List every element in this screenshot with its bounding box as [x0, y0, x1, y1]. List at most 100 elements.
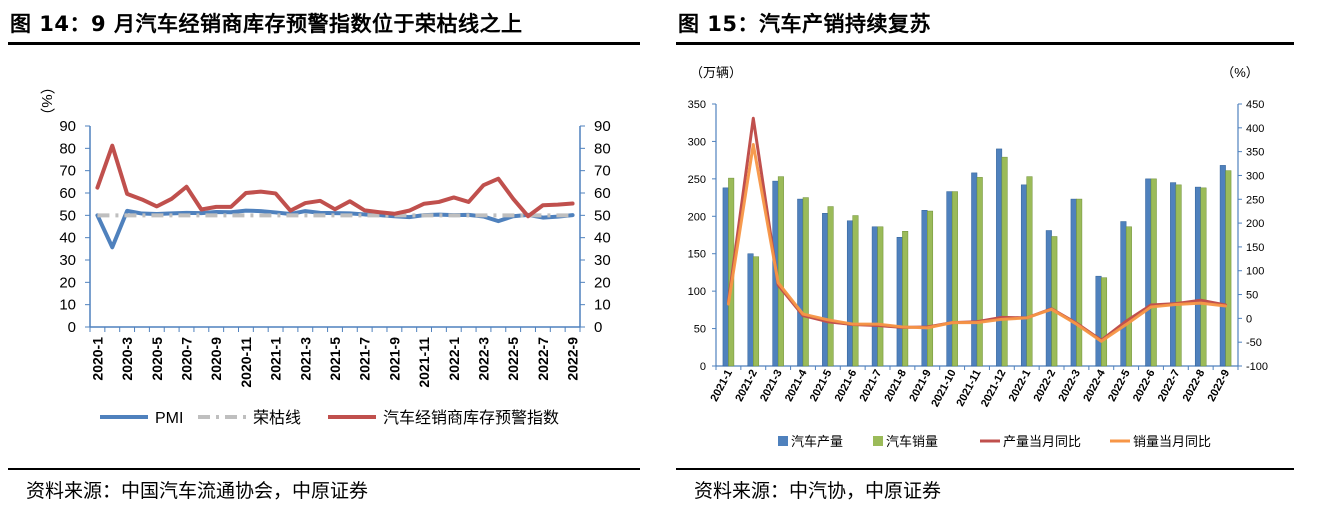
legend-label: 销量当月同比: [1133, 434, 1211, 449]
legend-label: 产量当月同比: [1003, 434, 1081, 449]
right-tick-label: 80: [594, 140, 611, 157]
bar-1: [951, 191, 958, 367]
x-tick-label: 2021-4: [783, 367, 810, 404]
bar-0: [921, 210, 928, 367]
bar-0: [722, 187, 729, 367]
x-tick-label: 2022-9: [565, 337, 581, 381]
x-tick-label: 2020-11: [238, 337, 254, 388]
x-tick-label: 2022-3: [1056, 368, 1083, 404]
figure-14-chart: （%） 0 0 10 10 20 20 30 30 40 40 50 50 60 60 70 70 80 80 90 9…: [38, 79, 611, 427]
y-unit-label: （%）: [38, 79, 55, 122]
x-tick-label: 2020-9: [208, 337, 224, 381]
legend-label: 荣枯线: [253, 409, 301, 427]
bar-1: [976, 177, 983, 367]
bar-1: [1150, 178, 1157, 367]
bar-1: [1200, 187, 1207, 367]
left-tick-label: 300: [688, 136, 706, 148]
right-tick-label: 40: [594, 230, 611, 247]
right-tick-label: 20: [594, 274, 611, 291]
bar-0: [1095, 275, 1102, 367]
figure-14-top-rule: [8, 42, 640, 45]
bar-1: [1225, 170, 1232, 367]
right-tick-label: 400: [1246, 123, 1264, 135]
x-tick-label: 2021-9: [907, 368, 934, 404]
bar-0: [1020, 184, 1027, 367]
left-tick-label: 0: [68, 319, 76, 336]
x-tick-label: 2021-5: [808, 368, 835, 404]
right-tick-label: 150: [1246, 242, 1264, 254]
bar-0: [1070, 198, 1077, 367]
bar-0: [747, 253, 754, 367]
bar-0: [1219, 165, 1226, 367]
right-tick-label: 50: [1246, 290, 1258, 302]
right-tick-label: 50: [594, 207, 611, 224]
series-line-2: [95, 143, 575, 219]
left-tick-label: 50: [59, 207, 76, 224]
bar-0: [996, 148, 1003, 367]
x-tick-label: 2022-6: [1131, 368, 1158, 404]
bar-0: [971, 172, 978, 367]
right-tick-label: 0: [1246, 313, 1252, 325]
bar-1: [802, 197, 809, 367]
x-tick-label: 2020-7: [179, 337, 195, 381]
bar-1: [777, 176, 784, 367]
x-tick-label: 2021-3: [758, 368, 785, 404]
bar-1: [1001, 156, 1008, 367]
x-tick-label: 2022-1: [1007, 368, 1034, 404]
left-tick-label: 150: [688, 249, 706, 261]
bar-0: [1045, 230, 1052, 367]
x-tick-label: 2022-8: [1181, 368, 1208, 404]
left-tick-label: 0: [700, 361, 706, 373]
x-tick-label: 2021-1: [268, 337, 284, 381]
left-tick-label: 50: [694, 324, 706, 336]
x-tick-label: 2022-2: [1032, 368, 1059, 404]
bar-0: [846, 220, 853, 367]
figure-15-panel: 图 15：汽车产销持续复苏 （万辆） （%） 0 50 100 150 200 250 300 3…: [668, 0, 1320, 514]
right-tick-label: 350: [1246, 147, 1264, 159]
left-tick-label: 350: [688, 99, 706, 111]
bar-1: [927, 210, 934, 367]
right-tick-label: 90: [594, 118, 611, 135]
bar-0: [896, 236, 903, 367]
bar-0: [871, 226, 878, 367]
legend-label: 汽车销量: [886, 434, 938, 449]
x-tick-label: 2021-9: [386, 337, 402, 381]
legend-label: 汽车产量: [791, 434, 843, 449]
x-tick-label: 2022-4: [1081, 367, 1108, 404]
bar-1: [1076, 198, 1083, 367]
x-tick-label: 2021-8: [882, 368, 909, 404]
series-line-0: [95, 208, 575, 250]
x-tick-label: 2022-5: [505, 337, 521, 381]
left-tick-label: 10: [59, 297, 76, 314]
x-tick-label: 2021-7: [357, 337, 373, 381]
x-tick-label: 2021-2: [733, 368, 760, 404]
figure-15-top-rule: [676, 42, 1294, 45]
right-tick-label: 10: [594, 297, 611, 314]
right-tick-label: 200: [1246, 218, 1264, 230]
right-tick-label: 450: [1246, 99, 1264, 111]
figure-14-source: 资料来源：中国汽车流通协会，中原证券: [26, 480, 369, 502]
figure-15-bottom-rule: [676, 468, 1294, 470]
left-tick-label: 40: [59, 230, 76, 247]
x-tick-label: 2021-12: [979, 368, 1009, 409]
bar-0: [1120, 221, 1127, 367]
right-tick-label: 60: [594, 185, 611, 202]
bar-0: [1170, 182, 1177, 367]
right-tick-label: 300: [1246, 170, 1264, 182]
left-tick-label: 20: [59, 274, 76, 291]
figure-14-title: 图 14：9 月汽车经销商库存预警指数位于荣枯线之上: [10, 12, 523, 36]
x-tick-label: 2021-5: [327, 337, 343, 381]
right-tick-label: 250: [1246, 194, 1264, 206]
x-tick-label: 2020-1: [89, 337, 105, 381]
bar-0: [822, 213, 829, 367]
left-tick-label: 250: [688, 174, 706, 186]
bar-0: [797, 198, 804, 367]
figure-14-bottom-rule: [8, 468, 640, 470]
x-tick-label: 2021-7: [858, 368, 885, 404]
bar-1: [1051, 236, 1058, 367]
legend-label: PMI: [155, 410, 183, 427]
right-tick-label: 30: [594, 252, 611, 269]
x-tick-label: 2020-3: [119, 337, 135, 381]
right-tick-label: 100: [1246, 266, 1264, 278]
x-tick-label: 2021-1: [708, 368, 735, 404]
